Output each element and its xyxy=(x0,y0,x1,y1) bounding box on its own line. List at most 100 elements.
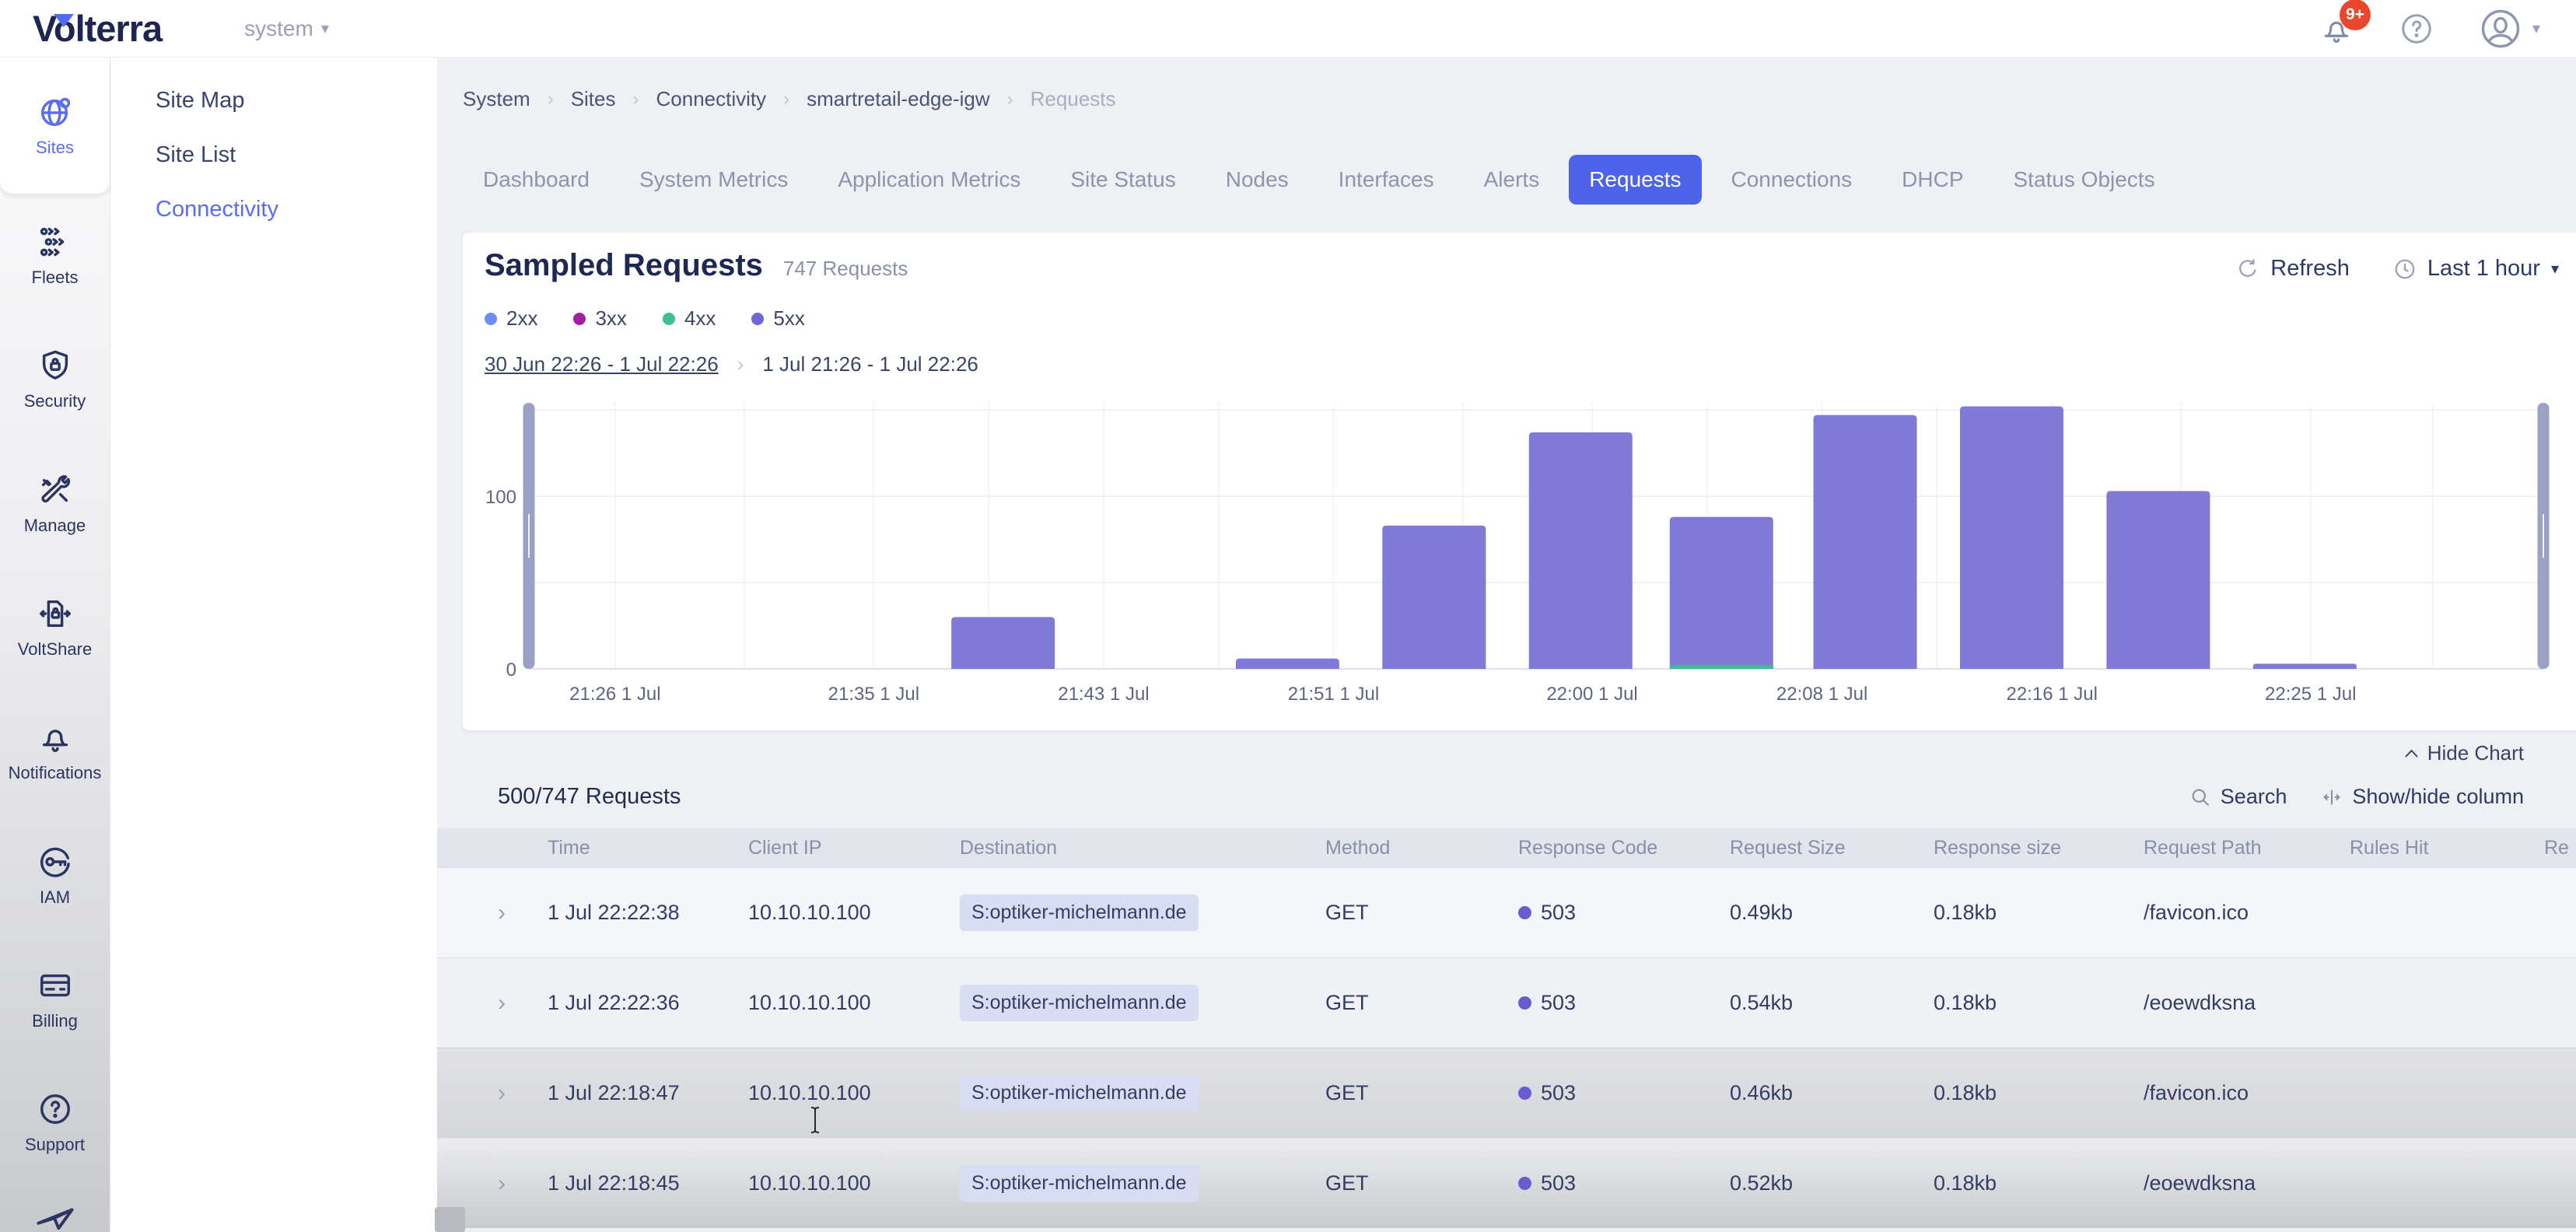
range-link-full[interactable]: 30 Jun 22:26 - 1 Jul 22:26 xyxy=(485,352,719,376)
subnav-item-label: Connectivity xyxy=(156,197,278,222)
tab-requests[interactable]: Requests xyxy=(1569,155,1701,205)
table-tools: Search Show/hide column xyxy=(2189,785,2524,809)
tab-interfaces[interactable]: Interfaces xyxy=(1318,155,1454,205)
question-circle-icon xyxy=(37,1091,73,1127)
account-menu[interactable]: ▾ xyxy=(2480,8,2540,50)
sidebar-item-fleets[interactable]: Fleets xyxy=(0,194,110,317)
header-request-path[interactable]: Request Path xyxy=(2133,837,2339,859)
tab-dhcp[interactable]: DHCP xyxy=(1881,155,1983,205)
header-destination[interactable]: Destination xyxy=(949,837,1314,859)
destination-badge[interactable]: S:optiker-michelmann.de xyxy=(960,985,1199,1021)
legend-item-5xx[interactable]: 5xx xyxy=(751,306,804,331)
icon-sidebar: Sites Fleets Security Manage xyxy=(0,58,110,1232)
row-expand-chevron[interactable]: › xyxy=(437,1171,537,1197)
sidebar-item-label: Billing xyxy=(32,1011,78,1031)
notifications-button[interactable]: 9+ xyxy=(2319,12,2354,46)
time-range-picker[interactable]: Last 1 hour ▾ xyxy=(2393,256,2559,282)
legend-item-2xx[interactable]: 2xx xyxy=(485,306,537,331)
cell-request-size: 0.46kb xyxy=(1719,1081,1923,1105)
row-expand-chevron[interactable]: › xyxy=(437,1080,537,1107)
response-code-value: 503 xyxy=(1541,1171,1576,1195)
tab-system-metrics[interactable]: System Metrics xyxy=(619,155,808,205)
sidebar-item-iam[interactable]: IAM xyxy=(0,814,110,937)
tab-site-status[interactable]: Site Status xyxy=(1050,155,1195,205)
response-code-value: 503 xyxy=(1541,1081,1576,1105)
tab-status-objects[interactable]: Status Objects xyxy=(1993,155,2175,205)
header-response-code[interactable]: Response Code xyxy=(1507,837,1719,859)
table-row[interactable]: › 1 Jul 22:22:36 10.10.10.100 S:optiker-… xyxy=(437,957,2576,1048)
legend-item-4xx[interactable]: 4xx xyxy=(663,306,716,331)
tab-dashboard[interactable]: Dashboard xyxy=(463,155,610,205)
show-hide-column-button[interactable]: Show/hide column xyxy=(2321,785,2524,809)
legend-label: 3xx xyxy=(595,306,626,331)
scrollbar-thumb[interactable] xyxy=(435,1207,465,1232)
cell-time: 1 Jul 22:18:47 xyxy=(537,1081,737,1105)
search-button[interactable]: Search xyxy=(2189,785,2287,809)
requests-bar-chart[interactable]: 010021:26 1 Jul21:35 1 Jul21:43 1 Jul21:… xyxy=(463,389,2576,709)
sidebar-item-support[interactable]: Support xyxy=(0,1062,110,1185)
header-method[interactable]: Method xyxy=(1314,837,1507,859)
row-expand-chevron[interactable]: › xyxy=(437,990,537,1017)
chevron-down-icon: ▾ xyxy=(2551,259,2559,278)
sidebar-item-sites[interactable]: Sites xyxy=(0,58,110,194)
breadcrumb-sites[interactable]: Sites xyxy=(571,87,616,111)
breadcrumb-site-name[interactable]: smartretail-edge-igw xyxy=(807,87,990,111)
sidebar-item-notifications[interactable]: Notifications xyxy=(0,690,110,814)
cell-client-ip: 10.10.10.100 xyxy=(737,901,949,925)
cell-time: 1 Jul 22:18:45 xyxy=(537,1171,737,1195)
sidebar-item-label: Notifications xyxy=(9,763,102,783)
cell-request-size: 0.52kb xyxy=(1719,1171,1923,1195)
sidebar-item-partial[interactable] xyxy=(0,1185,110,1232)
cell-method: GET xyxy=(1314,901,1507,925)
status-dot-icon xyxy=(1518,906,1531,919)
hide-chart-row: Hide Chart xyxy=(437,741,2524,765)
tab-connections[interactable]: Connections xyxy=(1711,155,1873,205)
volterra-logo[interactable]: Volterra xyxy=(33,7,162,50)
header-time[interactable]: Time xyxy=(537,837,737,859)
legend-label: 5xx xyxy=(773,306,804,331)
svg-text:22:25 1 Jul: 22:25 1 Jul xyxy=(2265,684,2356,705)
table-row[interactable]: › 1 Jul 22:18:45 10.10.10.100 S:optiker-… xyxy=(437,1138,2576,1228)
status-dot-icon xyxy=(1518,1177,1531,1190)
text-cursor xyxy=(806,1105,824,1135)
subnav-item-connectivity[interactable]: Connectivity xyxy=(110,182,437,236)
cell-response-size: 0.18kb xyxy=(1923,1171,2133,1195)
sidebar-item-billing[interactable]: Billing xyxy=(0,937,110,1061)
cell-method: GET xyxy=(1314,1171,1507,1195)
refresh-icon xyxy=(2236,257,2259,281)
header-truncated[interactable]: Re xyxy=(2533,837,2576,859)
sidebar-item-security[interactable]: Security xyxy=(0,318,110,442)
logo-triangle-icon xyxy=(54,14,74,27)
tab-nodes[interactable]: Nodes xyxy=(1206,155,1309,205)
subnav-item-site-list[interactable]: Site List xyxy=(110,128,437,182)
sidebar-item-voltshare[interactable]: VoltShare xyxy=(0,565,110,689)
header-response-size[interactable]: Response size xyxy=(1923,837,2133,859)
breadcrumb-system[interactable]: System xyxy=(463,87,530,111)
header-request-size[interactable]: Request Size xyxy=(1719,837,1923,859)
chevron-right-icon: › xyxy=(737,352,744,376)
legend-dot-2xx xyxy=(485,313,497,325)
subnav-item-site-map[interactable]: Site Map xyxy=(110,73,437,128)
help-button[interactable] xyxy=(2399,11,2434,47)
workspace-dropdown[interactable]: system ▾ xyxy=(244,16,329,41)
header-client-ip[interactable]: Client IP xyxy=(737,837,949,859)
destination-badge[interactable]: S:optiker-michelmann.de xyxy=(960,1075,1199,1111)
sidebar-item-label: Support xyxy=(25,1135,85,1155)
refresh-button[interactable]: Refresh xyxy=(2236,256,2350,282)
tab-application-metrics[interactable]: Application Metrics xyxy=(817,155,1041,205)
cell-client-ip: 10.10.10.100 xyxy=(737,1081,949,1105)
destination-badge[interactable]: S:optiker-michelmann.de xyxy=(960,894,1199,931)
header-rules-hit[interactable]: Rules Hit xyxy=(2339,837,2533,859)
breadcrumb-connectivity[interactable]: Connectivity xyxy=(656,87,767,111)
svg-text:22:00 1 Jul: 22:00 1 Jul xyxy=(1546,684,1637,705)
table-row-hovered[interactable]: › 1 Jul 22:18:47 10.10.10.100 S:optiker-… xyxy=(437,1048,2576,1138)
hide-chart-label: Hide Chart xyxy=(2427,741,2524,765)
row-expand-chevron[interactable]: › xyxy=(437,900,537,926)
sidebar-item-manage[interactable]: Manage xyxy=(0,442,110,565)
top-bar-actions: 9+ ▾ xyxy=(2319,8,2540,50)
legend-item-3xx[interactable]: 3xx xyxy=(573,306,626,331)
table-row[interactable]: › 1 Jul 22:22:38 10.10.10.100 S:optiker-… xyxy=(437,867,2576,957)
hide-chart-button[interactable]: Hide Chart xyxy=(2405,741,2524,765)
destination-badge[interactable]: S:optiker-michelmann.de xyxy=(960,1165,1199,1202)
tab-alerts[interactable]: Alerts xyxy=(1464,155,1560,205)
